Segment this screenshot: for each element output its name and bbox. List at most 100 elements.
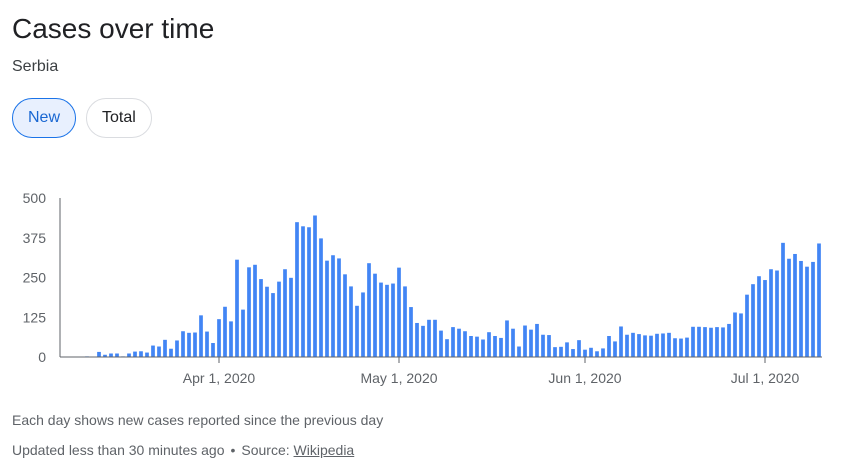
bar[interactable]	[769, 269, 773, 357]
bar[interactable]	[631, 332, 635, 357]
bar[interactable]	[613, 341, 617, 357]
bar[interactable]	[319, 238, 323, 357]
bar[interactable]	[583, 349, 587, 357]
bar[interactable]	[745, 294, 749, 357]
bar[interactable]	[607, 336, 611, 357]
bar[interactable]	[541, 334, 545, 357]
bar[interactable]	[205, 331, 209, 357]
bar[interactable]	[361, 292, 365, 357]
bar[interactable]	[517, 346, 521, 357]
bar[interactable]	[661, 333, 665, 357]
bar[interactable]	[169, 348, 173, 357]
bar[interactable]	[289, 277, 293, 357]
bar[interactable]	[373, 273, 377, 357]
bar[interactable]	[217, 319, 221, 357]
bar[interactable]	[187, 332, 191, 357]
bar[interactable]	[523, 325, 527, 357]
bar[interactable]	[451, 327, 455, 357]
bar[interactable]	[469, 336, 473, 357]
bar[interactable]	[673, 338, 677, 357]
bar[interactable]	[649, 335, 653, 357]
bar[interactable]	[235, 259, 239, 357]
bar[interactable]	[511, 328, 515, 357]
bar[interactable]	[775, 270, 779, 358]
bar[interactable]	[625, 334, 629, 357]
bar[interactable]	[619, 326, 623, 357]
bar[interactable]	[751, 284, 755, 357]
bar[interactable]	[481, 339, 485, 357]
bar[interactable]	[439, 330, 443, 357]
bar[interactable]	[703, 327, 707, 357]
bar[interactable]	[427, 319, 431, 357]
bar[interactable]	[799, 260, 803, 357]
bar[interactable]	[241, 309, 245, 357]
bar[interactable]	[247, 267, 251, 357]
bar[interactable]	[493, 336, 497, 357]
bar[interactable]	[499, 337, 503, 357]
bar[interactable]	[175, 340, 179, 357]
bar[interactable]	[559, 346, 563, 357]
bar[interactable]	[223, 306, 227, 357]
bar[interactable]	[643, 335, 647, 357]
bar[interactable]	[415, 322, 419, 357]
bar[interactable]	[115, 353, 119, 358]
bar[interactable]	[475, 336, 479, 357]
bar[interactable]	[397, 267, 401, 357]
bar[interactable]	[355, 305, 359, 357]
bar[interactable]	[277, 281, 281, 357]
bar[interactable]	[409, 307, 413, 357]
bar[interactable]	[109, 353, 113, 358]
bar[interactable]	[763, 280, 767, 357]
bar[interactable]	[457, 328, 461, 357]
bar[interactable]	[367, 263, 371, 357]
bar[interactable]	[391, 283, 395, 357]
bar[interactable]	[331, 255, 335, 357]
bar[interactable]	[715, 327, 719, 357]
bar[interactable]	[103, 354, 107, 357]
bar[interactable]	[139, 351, 143, 357]
bar[interactable]	[571, 349, 575, 357]
bar[interactable]	[781, 242, 785, 357]
bar[interactable]	[157, 346, 161, 357]
bar[interactable]	[307, 227, 311, 357]
bar[interactable]	[691, 326, 695, 357]
bar[interactable]	[445, 339, 449, 357]
bar[interactable]	[553, 347, 557, 357]
bar[interactable]	[421, 325, 425, 357]
source-link[interactable]: Wikipedia	[293, 442, 355, 458]
bar[interactable]	[313, 215, 317, 357]
bar[interactable]	[181, 331, 185, 357]
bar[interactable]	[787, 258, 791, 357]
bar[interactable]	[133, 351, 137, 357]
bar[interactable]	[709, 327, 713, 357]
bar[interactable]	[733, 312, 737, 357]
bar[interactable]	[349, 286, 353, 357]
total-cases-toggle[interactable]: Total	[86, 98, 152, 138]
bar[interactable]	[433, 319, 437, 357]
bar[interactable]	[811, 261, 815, 357]
bar[interactable]	[199, 315, 203, 357]
bar[interactable]	[667, 332, 671, 357]
bar[interactable]	[529, 329, 533, 357]
bar[interactable]	[127, 353, 131, 358]
bar[interactable]	[379, 282, 383, 357]
bar[interactable]	[589, 347, 593, 357]
bar[interactable]	[637, 334, 641, 357]
bar[interactable]	[301, 226, 305, 357]
bar[interactable]	[145, 352, 149, 357]
bar[interactable]	[253, 264, 257, 357]
bar[interactable]	[325, 260, 329, 357]
bar[interactable]	[577, 340, 581, 357]
bar[interactable]	[463, 331, 467, 357]
bar[interactable]	[697, 326, 701, 357]
bar[interactable]	[229, 321, 233, 357]
bar[interactable]	[271, 293, 275, 357]
bar[interactable]	[193, 332, 197, 357]
bar[interactable]	[505, 320, 509, 357]
bar[interactable]	[793, 253, 797, 357]
bar[interactable]	[601, 348, 605, 357]
bar[interactable]	[337, 258, 341, 357]
bar[interactable]	[739, 313, 743, 357]
bar[interactable]	[817, 243, 821, 357]
bar[interactable]	[547, 335, 551, 357]
